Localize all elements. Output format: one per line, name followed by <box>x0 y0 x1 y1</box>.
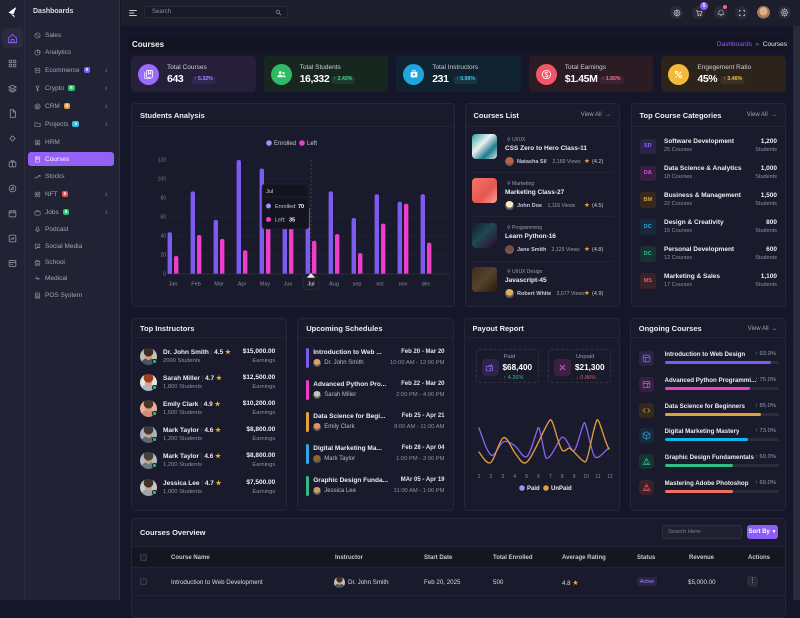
svg-text:May: May <box>260 282 271 288</box>
svg-text:80: 80 <box>160 196 166 202</box>
svg-text:9: 9 <box>572 474 575 480</box>
svg-text:oct: oct <box>376 282 384 288</box>
svg-text:12: 12 <box>607 474 613 480</box>
svg-text:Jul: Jul <box>266 189 273 195</box>
svg-text:Jun: Jun <box>284 282 293 288</box>
svg-text:8: 8 <box>560 474 563 480</box>
svg-text:Jul: Jul <box>307 282 314 288</box>
svg-text:0: 0 <box>163 272 166 278</box>
svg-text:60: 60 <box>160 215 166 221</box>
svg-text:11: 11 <box>595 474 600 480</box>
svg-text:Paid: Paid <box>527 486 540 492</box>
svg-text:35: 35 <box>289 218 295 224</box>
svg-text:UnPaid: UnPaid <box>551 486 572 492</box>
svg-text:120: 120 <box>158 158 167 164</box>
svg-text:4: 4 <box>513 474 516 480</box>
svg-text:3: 3 <box>501 474 504 480</box>
svg-text:sep: sep <box>353 282 362 288</box>
svg-text:Enrolled:: Enrolled: <box>275 204 297 210</box>
svg-text:70: 70 <box>298 204 304 210</box>
svg-text:Feb: Feb <box>191 282 200 288</box>
svg-text:5: 5 <box>525 474 528 480</box>
svg-text:Jan: Jan <box>169 282 178 288</box>
svg-text:Left:: Left: <box>275 218 286 224</box>
svg-text:40: 40 <box>160 234 166 240</box>
svg-text:dec: dec <box>422 282 431 288</box>
svg-text:100: 100 <box>158 177 167 183</box>
svg-text:Apr: Apr <box>238 282 247 288</box>
svg-text:7: 7 <box>549 474 552 480</box>
svg-text:Aug: Aug <box>329 282 339 288</box>
svg-text:Left: Left <box>307 141 317 147</box>
svg-text:nov: nov <box>399 282 408 288</box>
svg-text:Mar: Mar <box>214 282 224 288</box>
svg-text:2: 2 <box>489 474 492 480</box>
svg-text:1: 1 <box>477 474 480 480</box>
svg-text:20: 20 <box>160 253 166 259</box>
svg-text:Enrolled: Enrolled <box>274 141 296 147</box>
svg-text:6: 6 <box>537 474 540 480</box>
svg-text:10: 10 <box>583 474 589 480</box>
